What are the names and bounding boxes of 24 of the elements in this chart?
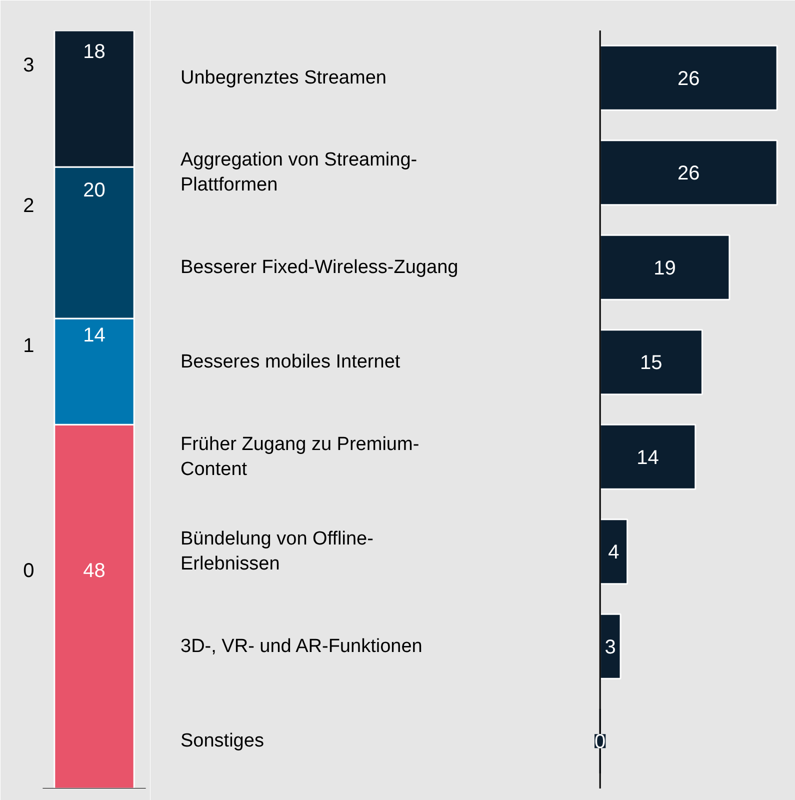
data-label: 26 [677, 162, 700, 185]
series-label: 1 [23, 335, 34, 358]
y-tick-label: Bündelung von Offline-Erlebnissen [180, 528, 374, 575]
y-tick-label: Unbegrenztes Streamen [180, 67, 386, 88]
series-label: 3 [23, 54, 34, 77]
y-tick-label: 3D-, VR- und AR-Funktionen [180, 636, 422, 657]
y-tick-label: Besseres mobiles Internet [180, 352, 401, 373]
y-tick-label: Besserer Fixed-Wireless-Zugang [180, 256, 458, 278]
data-label: 20 [83, 180, 106, 202]
data-label: 19 [654, 257, 676, 280]
data-label: 3 [604, 636, 616, 658]
data-label: 4 [608, 542, 620, 564]
data-label: 14 [636, 446, 659, 469]
y-tick-label: Sonstiges [180, 730, 264, 752]
data-label: 26 [677, 68, 700, 90]
y-tick-label: Früher Zugang zu Premium-Content [180, 434, 420, 480]
data-label: 48 [83, 560, 106, 582]
data-label: 0 [594, 731, 606, 754]
data-label: 14 [83, 324, 106, 346]
data-label: 15 [640, 352, 662, 374]
series-label: 2 [23, 194, 34, 217]
y-tick-label: Aggregation von Streaming-Plattformen [180, 150, 418, 196]
data-label: 18 [83, 40, 106, 63]
series-label: 0 [23, 560, 34, 582]
